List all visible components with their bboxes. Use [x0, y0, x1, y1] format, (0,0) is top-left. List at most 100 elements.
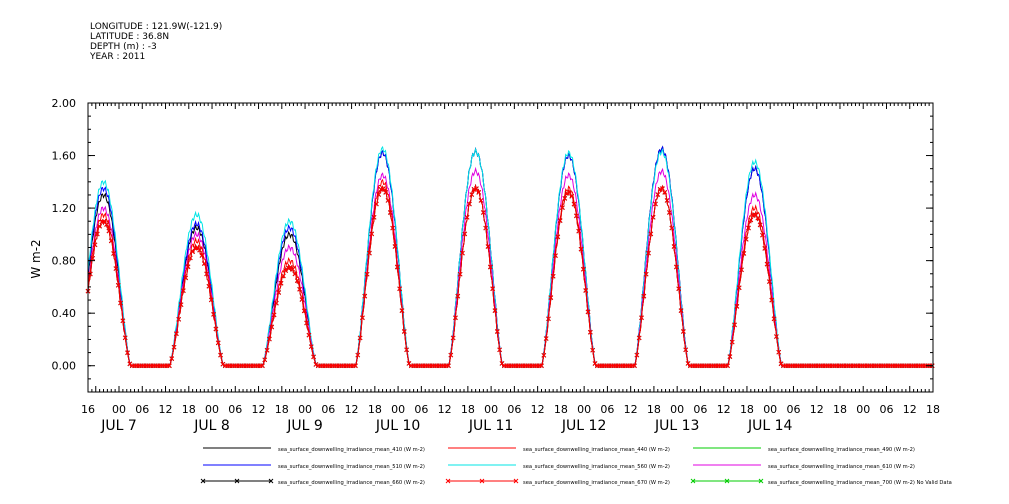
series-marker-670 [113, 266, 119, 271]
series-line-660 [87, 183, 933, 367]
series-marker-670 [571, 201, 577, 207]
longitude-label: LONGITUDE : 121.9W(-121.9) [90, 22, 223, 32]
series-marker-670 [448, 352, 454, 358]
x-day-label: JUL 12 [561, 418, 606, 434]
series-marker-670 [204, 271, 209, 277]
legend-label: sea_surface_downwelling_irradiance_mean_… [523, 447, 670, 453]
legend-marker [200, 478, 206, 484]
y-tick-label: 1.60 [52, 150, 77, 163]
x-tick-label: 12 [345, 403, 359, 416]
series-marker-670 [274, 300, 279, 306]
series-marker-670 [569, 193, 575, 199]
series-marker-670 [357, 335, 363, 341]
series-marker-670 [460, 250, 465, 256]
series-marker-670 [260, 363, 265, 369]
x-tick-label: 00 [205, 403, 219, 416]
series-marker-670 [297, 286, 302, 292]
series-marker-670 [550, 273, 556, 279]
series-marker-670 [390, 225, 396, 231]
x-tick-label: 12 [438, 403, 452, 416]
series-marker-670 [211, 312, 216, 317]
metadata-header: LONGITUDE : 121.9W(-121.9) LATITUDE : 36… [90, 22, 222, 62]
series-marker-670 [262, 357, 268, 363]
series-marker-670 [757, 222, 763, 228]
series-marker-670 [557, 218, 563, 223]
series-marker-670 [574, 213, 579, 219]
series-marker-670 [374, 201, 379, 207]
x-day-label: JUL 7 [100, 418, 137, 434]
series-marker-670 [481, 210, 486, 215]
x-tick-label: 06 [693, 403, 707, 416]
series-marker-670 [546, 316, 551, 322]
series-marker-670 [727, 354, 733, 359]
series-line-440 [87, 178, 933, 367]
x-day-label: JUL 10 [375, 418, 420, 434]
series-line-670 [87, 183, 933, 367]
series-marker-670 [281, 273, 286, 279]
x-tick-label: 18 [554, 403, 568, 416]
legend-marker [445, 478, 451, 484]
series-marker-670 [769, 297, 775, 303]
series-marker-670 [743, 236, 749, 242]
series-marker-670 [641, 293, 647, 299]
series-marker-670 [104, 222, 109, 227]
series-marker-670 [755, 215, 761, 221]
x-tick-label: 06 [321, 403, 335, 416]
latitude-label: LATITUDE : 36.8N [90, 32, 170, 42]
series-marker-670 [553, 253, 558, 259]
series-marker-670 [369, 231, 375, 237]
x-tick-label: 00 [670, 403, 684, 416]
series-marker-670 [636, 335, 642, 341]
series-marker-670 [676, 286, 682, 292]
series-marker-670 [304, 320, 309, 326]
series-marker-670 [267, 336, 272, 342]
series-line-410 [87, 145, 933, 367]
series-marker-670 [653, 201, 658, 207]
series-marker-670 [457, 271, 463, 277]
legend-marker [479, 478, 485, 484]
series-marker-670 [678, 308, 684, 313]
legend-label: sea_surface_downwelling_irradiance_mean_… [768, 447, 915, 453]
series-marker-670 [111, 251, 116, 256]
x-tick-label: 00 [391, 403, 405, 416]
x-tick-label: 06 [879, 403, 893, 416]
series-marker-670 [762, 246, 768, 251]
series-marker-670 [494, 329, 500, 334]
series-marker-670 [671, 244, 677, 249]
x-tick-label: 12 [624, 403, 638, 416]
x-tick-label: 12 [531, 403, 545, 416]
series-marker-670 [197, 247, 202, 253]
series-marker-670 [453, 315, 458, 321]
series-marker-670 [729, 339, 735, 345]
series-marker-670 [548, 295, 554, 300]
series-marker-670 [180, 288, 186, 294]
series-marker-670 [290, 267, 296, 272]
series-marker-670 [187, 255, 193, 261]
series-marker-670 [581, 266, 586, 272]
x-day-label: JUL 8 [193, 418, 230, 434]
series-marker-670 [541, 352, 547, 358]
series-marker-670 [108, 238, 114, 244]
series-marker-670 [587, 329, 593, 335]
series-marker-670 [115, 282, 121, 288]
series-marker-670 [174, 331, 179, 337]
series-marker-670 [469, 192, 475, 197]
legend-label: sea_surface_downwelling_irradiance_mean_… [768, 464, 915, 470]
y-tick-label: 2.00 [52, 97, 77, 110]
series-marker-670 [215, 340, 221, 346]
legend-marker [724, 478, 730, 484]
series-marker-670 [271, 312, 277, 318]
series-marker-670 [362, 293, 368, 299]
series-marker-670 [122, 335, 128, 341]
series-marker-670 [367, 250, 372, 256]
series-marker-670 [101, 219, 107, 224]
x-tick-label: 00 [763, 403, 777, 416]
legend-marker [513, 478, 519, 484]
x-tick-label: 18 [461, 403, 475, 416]
x-tick-label: 18 [275, 403, 289, 416]
axis-ticks: 0.00 0.40 0.80 1.20 1.60 2.00 16 00 06 12 18 00 06 12… [52, 97, 941, 434]
series-marker-670 [741, 251, 747, 256]
series-marker-670 [746, 225, 751, 231]
series-marker-670 [660, 186, 665, 191]
series-marker-670 [169, 356, 175, 361]
